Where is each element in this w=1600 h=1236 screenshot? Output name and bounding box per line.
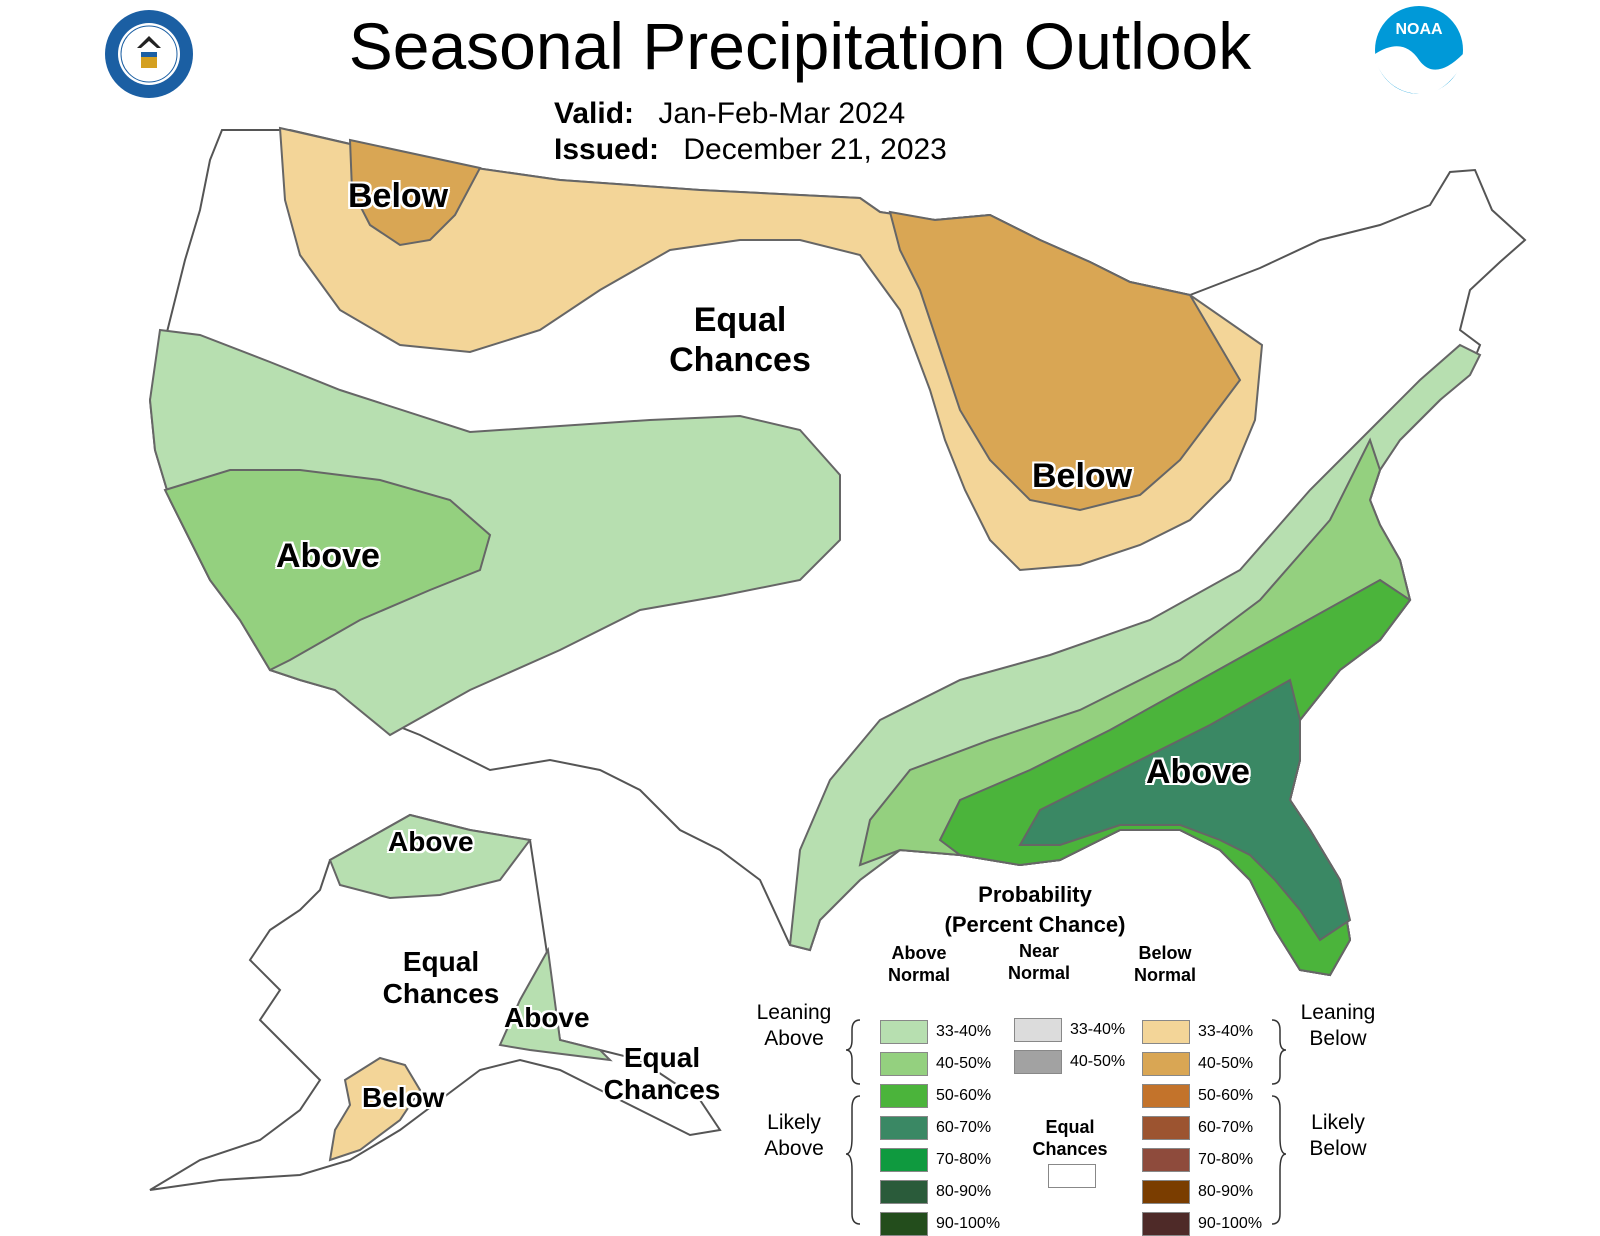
label-alaska-below: Below (362, 1082, 445, 1113)
label-panhandle-equal-chances: Equal Chances (600, 1042, 724, 1106)
legend-leaning-above: Leaning Above (744, 1000, 844, 1052)
legend-col-near-line2: Normal (1007, 963, 1070, 983)
legend-below-range: 40-50% (1198, 1055, 1254, 1072)
legend-below-range: 80-90% (1198, 1183, 1254, 1200)
legend-below-swatch (1142, 1020, 1190, 1044)
legend-above-swatch (880, 1212, 928, 1236)
legend-near-range: 33-40% (1070, 1021, 1126, 1038)
legend-col-above-line1: Above (891, 943, 947, 963)
valid-value: Jan-Feb-Mar 2024 (658, 97, 906, 130)
label-alaska-equal-chances-line2: Chances (382, 978, 500, 1009)
legend-col-above: Above Normal (870, 942, 968, 986)
department-of-commerce-seal (103, 8, 195, 100)
valid-line: Valid: Jan-Feb-Mar 2024 (554, 96, 905, 132)
legend-likely-above-line1: Likely (767, 1111, 821, 1134)
page-title: Seasonal Precipitation Outlook (348, 9, 1252, 83)
legend-leaning-below: Leaning Below (1288, 1000, 1388, 1052)
legend-near-swatch (1014, 1018, 1062, 1042)
legend-above-range: 80-90% (936, 1183, 992, 1200)
legend-equal-chances-line1: Equal (1045, 1117, 1095, 1137)
legend-above-swatch (880, 1020, 928, 1044)
noaa-logo-icon: NOAA (1375, 6, 1463, 95)
issued-value: December 21, 2023 (683, 133, 947, 166)
legend-title-line1: Probability (978, 882, 1092, 907)
west-above-40-50-region (163, 469, 492, 672)
legend-above-swatch (880, 1084, 928, 1108)
label-panhandle-equal-chances-line1: Equal (623, 1042, 701, 1073)
legend-below-swatch (1142, 1052, 1190, 1076)
legend-likely-below-line2: Below (1309, 1137, 1367, 1160)
seal-icon (105, 10, 193, 98)
legend-brace-above (846, 1019, 861, 1225)
issued-line: Issued: December 21, 2023 (554, 132, 947, 168)
legend-below-range: 60-70% (1198, 1119, 1254, 1136)
noaa-logo-text: NOAA (1395, 21, 1443, 38)
legend-likely-above: Likely Above (744, 1110, 844, 1162)
southeast-above-60-70-region (1018, 678, 1352, 942)
legend-above-swatch (880, 1180, 928, 1204)
label-above-west: Above (276, 537, 380, 575)
valid-label: Valid: (554, 97, 635, 130)
legend-below-range: 33-40% (1198, 1023, 1254, 1040)
legend-equal-chances-swatch (1048, 1164, 1096, 1188)
greatlakes-below-40-50-region (888, 210, 1242, 512)
legend-above-range: 33-40% (936, 1023, 992, 1040)
legend-below-swatch (1142, 1084, 1190, 1108)
alaska-north-above-region (328, 813, 532, 900)
legend-below-range: 90-100% (1198, 1215, 1263, 1232)
legend-likely-above-line2: Above (764, 1137, 824, 1160)
montana-below-40-50-region (348, 138, 482, 247)
legend-col-near-line1: Near (1018, 941, 1060, 961)
legend-above-swatch (880, 1052, 928, 1076)
label-equal-chances-central-line2: Chances (669, 341, 811, 379)
legend-brace-below (1271, 1019, 1286, 1225)
label-below-northwest: Below (348, 177, 449, 215)
legend-col-below: Below Normal (1116, 942, 1214, 986)
label-alaska-equal-chances: Equal Chances (374, 946, 508, 1010)
legend-likely-below: Likely Below (1288, 1110, 1388, 1162)
legend-title-line2: (Percent Chance) (944, 912, 1126, 937)
legend-near-swatch (1014, 1050, 1062, 1074)
legend-col-below-line1: Below (1138, 943, 1192, 963)
legend-near-range: 40-50% (1070, 1053, 1126, 1070)
legend-likely-below-line1: Likely (1311, 1111, 1365, 1134)
legend-below-swatch (1142, 1116, 1190, 1140)
label-below-greatlakes: Below (1032, 457, 1133, 495)
legend-col-near: Near Normal (990, 940, 1088, 984)
legend-above-range: 90-100% (936, 1215, 1001, 1232)
legend-above-swatch (880, 1116, 928, 1140)
label-equal-chances-central: Equal Chances (660, 300, 820, 380)
label-alaska-equal-chances-line1: Equal (402, 946, 480, 977)
legend-above-range: 50-60% (936, 1087, 992, 1104)
legend-above-range: 70-80% (936, 1151, 992, 1168)
label-above-southeast: Above (1146, 753, 1250, 791)
alaska-south-above-region (498, 946, 613, 1062)
label-alaska-above-south: Above (504, 1002, 590, 1033)
label-alaska-above-north: Above (388, 826, 474, 857)
label-panhandle-equal-chances-line2: Chances (603, 1074, 721, 1105)
legend-below-swatch (1142, 1180, 1190, 1204)
legend-title: Probability (Percent Chance) (930, 880, 1140, 940)
legend-below-swatch (1142, 1148, 1190, 1172)
legend-leaning-below-line1: Leaning (1300, 1001, 1376, 1024)
legend-above-swatch (880, 1148, 928, 1172)
label-equal-chances-central-line1: Equal (693, 301, 787, 339)
issued-label: Issued: (554, 133, 660, 166)
legend-below-range: 50-60% (1198, 1087, 1254, 1104)
legend-leaning-above-line1: Leaning (756, 1001, 832, 1024)
legend-above-range: 60-70% (936, 1119, 992, 1136)
legend-col-below-line2: Normal (1133, 965, 1196, 985)
legend-col-above-line2: Normal (887, 965, 950, 985)
legend-below-range: 70-80% (1198, 1151, 1254, 1168)
legend-equal-chances: Equal Chances (1020, 1116, 1120, 1160)
legend-leaning-above-line2: Above (764, 1027, 824, 1050)
legend-below-swatch (1142, 1212, 1190, 1236)
legend-equal-chances-line2: Chances (1032, 1139, 1108, 1159)
alaska-below-region (328, 1056, 422, 1162)
legend-leaning-below-line2: Below (1309, 1027, 1367, 1050)
legend-above-range: 40-50% (936, 1055, 992, 1072)
noaa-logo: NOAA (1373, 4, 1465, 96)
